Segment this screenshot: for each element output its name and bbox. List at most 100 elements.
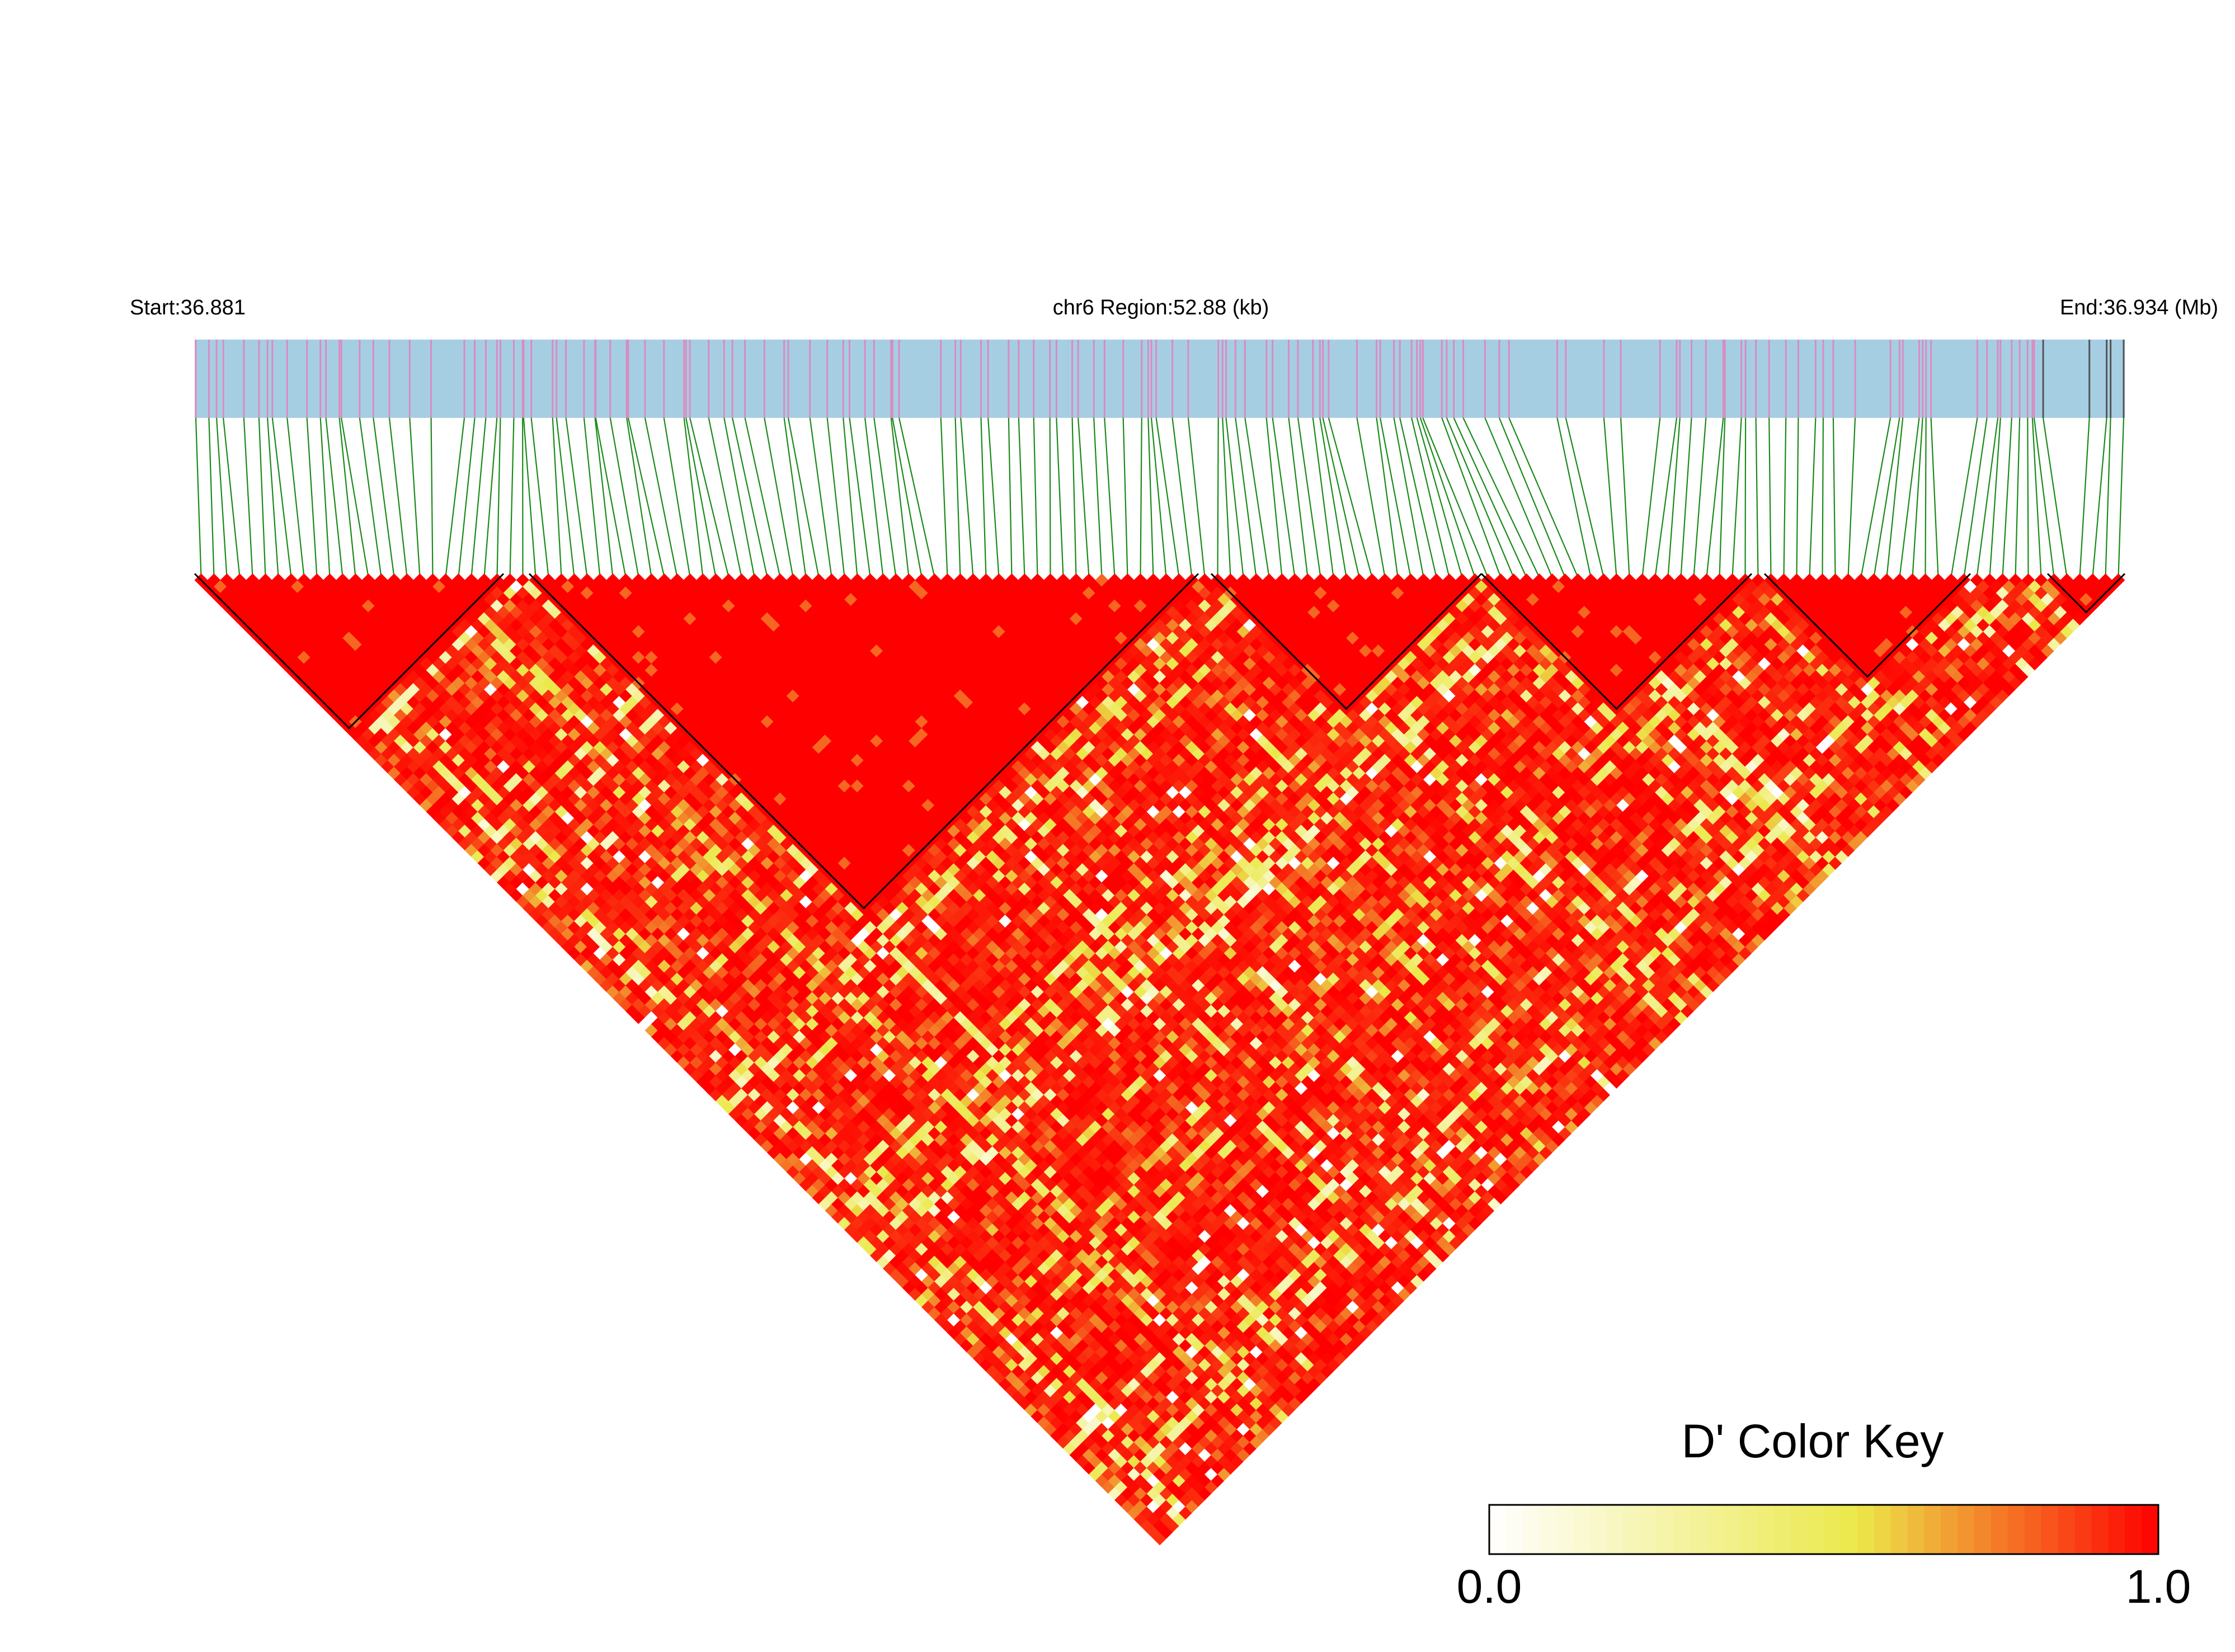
snp-connector xyxy=(1706,417,1724,578)
snp-connector xyxy=(271,417,292,578)
snp-connector xyxy=(1565,417,1605,578)
region-title: chr6 Region:52.88 (kb) xyxy=(1053,296,1269,319)
snp-connector xyxy=(1832,417,1836,578)
snp-connector xyxy=(1399,417,1437,578)
snp-connector xyxy=(1093,417,1103,578)
snp-connector xyxy=(1288,417,1309,578)
snp-connector xyxy=(1319,417,1347,578)
snp-connector xyxy=(864,417,884,578)
snp-connector xyxy=(1140,417,1142,578)
snp-connector xyxy=(1356,417,1386,578)
snp-connector xyxy=(1783,417,1787,578)
snp-connector xyxy=(1484,417,1553,578)
snp-connector xyxy=(2002,417,2012,578)
snp-connector xyxy=(787,417,820,578)
snp-connector xyxy=(1796,417,1799,578)
snp-connector xyxy=(496,417,501,578)
snp-connector xyxy=(1171,417,1193,578)
snp-connector xyxy=(1768,417,1772,578)
snp-connector xyxy=(1225,417,1244,578)
snp-connector xyxy=(980,417,987,578)
snp-connector xyxy=(325,417,344,578)
snp-connector xyxy=(530,417,549,578)
snp-connector xyxy=(373,417,395,578)
snp-connector xyxy=(1950,417,1978,578)
snp-connector xyxy=(1508,417,1579,578)
snp-connector xyxy=(849,417,871,578)
snp-connector xyxy=(1393,417,1424,578)
snp-connector xyxy=(552,417,562,578)
snp-connector xyxy=(1322,417,1360,578)
snp-connector xyxy=(1603,417,1617,578)
snp-connector xyxy=(1963,417,1988,578)
snp-connector xyxy=(954,417,961,578)
region-end-label: End:36.934 (Mb) xyxy=(2060,296,2218,319)
snp-connector xyxy=(483,417,498,578)
snp-connector xyxy=(1620,417,1630,578)
snp-connector xyxy=(1446,417,1514,578)
snp-connector xyxy=(1641,417,1661,578)
snp-connector xyxy=(409,417,421,578)
snp-connectors xyxy=(195,417,2125,578)
snp-connector xyxy=(732,417,768,578)
snp-connector xyxy=(1419,417,1476,578)
snp-connector xyxy=(1441,417,1502,578)
snp-connector xyxy=(1976,417,1999,578)
snp-connector xyxy=(764,417,794,578)
snp-connector xyxy=(2079,417,2090,578)
snp-connector xyxy=(1008,417,1013,578)
snp-connector xyxy=(1033,417,1038,578)
snp-connector xyxy=(1422,417,1489,578)
snp-connector xyxy=(595,417,627,578)
track-background xyxy=(195,340,2125,418)
snp-connector xyxy=(1379,417,1411,578)
snp-connector xyxy=(873,417,897,578)
snp-connector xyxy=(1150,417,1167,578)
snp-connector xyxy=(1930,417,1939,578)
snp-connector xyxy=(1187,417,1206,578)
snp-connector xyxy=(1272,417,1296,578)
snp-connector xyxy=(826,417,845,578)
snp-connector xyxy=(223,417,241,578)
snp-connector xyxy=(1899,417,1920,578)
snp-connector xyxy=(1122,417,1128,578)
snp-connector xyxy=(2105,417,2111,578)
snp-connector xyxy=(783,417,807,578)
snp-connector xyxy=(1147,417,1154,578)
snp-connector xyxy=(1667,417,1681,578)
snp-position-track xyxy=(195,340,2125,418)
snp-connector xyxy=(744,417,781,578)
snp-connector xyxy=(627,417,665,578)
snp-connector xyxy=(2015,417,2021,578)
snp-connector xyxy=(892,417,923,578)
snp-connector xyxy=(1056,417,1064,578)
snp-connector xyxy=(388,417,408,578)
snp-connector xyxy=(1693,417,1707,578)
snp-connector xyxy=(208,417,215,578)
snp-connector xyxy=(1731,417,1742,578)
snp-connector xyxy=(1297,417,1321,578)
snp-connector xyxy=(843,417,858,578)
snp-connector xyxy=(319,417,331,578)
snp-connector xyxy=(1155,417,1180,578)
snp-connector xyxy=(1222,417,1231,578)
region-start-label: Start:36.881 xyxy=(130,296,246,319)
ld-heatmap xyxy=(194,573,2125,1546)
snp-connector xyxy=(644,417,678,578)
snp-connector xyxy=(556,417,575,578)
snp-connector xyxy=(445,417,465,578)
snp-connector xyxy=(1416,417,1463,578)
snp-connector xyxy=(2042,417,2068,578)
snp-connector xyxy=(306,417,318,578)
snp-connector xyxy=(987,417,1000,578)
snp-connector xyxy=(898,417,935,578)
snp-connector xyxy=(1873,417,1900,578)
snp-connector xyxy=(594,417,614,578)
snp-connector xyxy=(1411,417,1450,578)
snp-connector xyxy=(685,417,717,578)
snp-connector xyxy=(2031,417,2042,578)
snp-connector xyxy=(1744,417,1747,578)
snp-connector xyxy=(960,417,974,578)
snp-connector xyxy=(2033,417,2055,578)
snp-connector xyxy=(1265,417,1283,578)
